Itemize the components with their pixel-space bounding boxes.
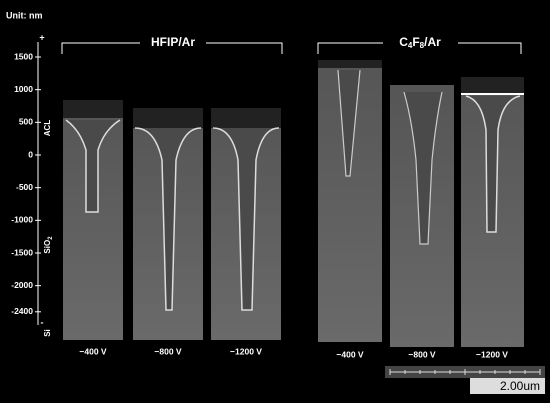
sio2-sub: 2 [48,236,54,240]
layer-sio2: SiO2 [43,236,53,254]
axis-tick-label: -2400 [11,306,33,316]
axis-tick-label: 1000 [14,84,33,94]
axis-tick-label: 500 [19,117,33,127]
group-title: HFIP/Ar [151,35,195,49]
axis-plus: + [39,32,44,42]
title-part: C [399,35,408,49]
scale-bar [389,369,541,375]
voltage-label: −1200 V [230,346,262,356]
layer-acl: ACL [43,120,52,137]
voltage-label: −400 V [79,346,107,356]
axis-tick-label: -500 [16,182,33,192]
title-part: 4 [408,41,413,50]
voltage-label: −800 V [154,346,182,356]
title-part: F [412,35,419,49]
bracket [317,42,522,54]
bracket [61,42,283,54]
unit-label: Unit: nm [6,10,43,20]
scale-label: 2.00um [500,379,540,393]
title-part: 8 [420,41,425,50]
axis-tick-label: -1500 [11,247,33,257]
title-part: /Ar [424,35,441,49]
axis-tick-label: -2000 [11,280,33,290]
axis-minus: - [41,317,44,327]
axis-tick-label: 1500 [14,51,33,61]
group-title: C4F8/Ar [399,35,441,50]
scale-label-bg [470,378,545,394]
sio2-base: SiO [43,240,52,254]
title-part: HFIP/Ar [151,35,195,49]
voltage-label: −800 V [408,349,436,359]
axis-tick-label: -1000 [11,215,33,225]
sem-images [63,60,524,347]
voltage-label: −400 V [336,349,364,359]
voltage-label: −1200 V [476,349,508,359]
axis-tick-label: 0 [28,149,33,159]
layer-si: Si [43,329,52,337]
